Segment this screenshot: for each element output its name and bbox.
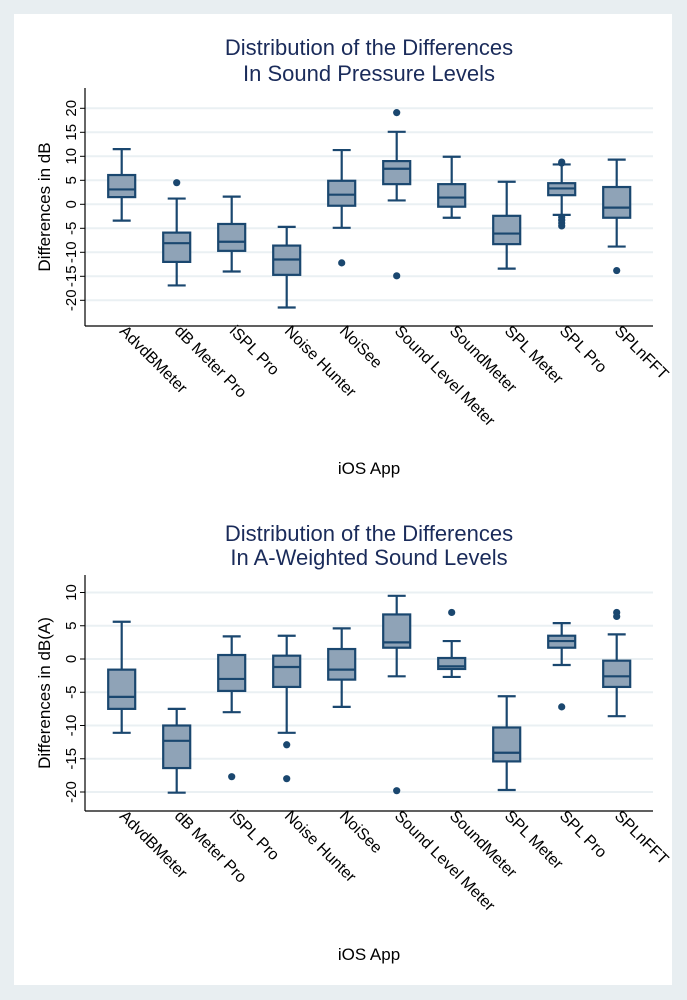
outlier-point bbox=[613, 612, 621, 621]
iqr-box bbox=[437, 656, 467, 671]
x-category-label: SPL Pro bbox=[556, 323, 610, 377]
outlier-point bbox=[173, 179, 181, 187]
y-tick-label: 15 bbox=[63, 124, 80, 141]
iqr-box bbox=[602, 185, 632, 219]
y-axis-title: Differences in dB(A) bbox=[35, 617, 54, 769]
iqr-box bbox=[162, 231, 192, 263]
x-category-label: Sound Level Meter bbox=[391, 323, 498, 430]
box-db-meter-pro bbox=[162, 707, 192, 794]
outlier-point bbox=[558, 159, 566, 167]
iqr-box bbox=[492, 214, 522, 246]
y-tick-label: 0 bbox=[63, 655, 80, 663]
x-category-label: NoiSee bbox=[336, 323, 385, 372]
iqr-box bbox=[162, 724, 192, 770]
x-category-label: NoiSee bbox=[336, 808, 385, 857]
iqr-box bbox=[217, 653, 247, 693]
y-tick-label: 10 bbox=[63, 584, 80, 601]
outlier-point bbox=[338, 259, 346, 267]
x-axis-title: iOS App bbox=[338, 945, 400, 964]
box-ispl-pro bbox=[217, 195, 247, 273]
outlier-point bbox=[228, 773, 236, 781]
iqr-box bbox=[437, 183, 467, 208]
chart-title-line: In A-Weighted Sound Levels bbox=[230, 545, 507, 570]
outlier-point bbox=[613, 266, 621, 275]
outlier-point bbox=[558, 703, 566, 711]
outlier-point bbox=[393, 787, 401, 795]
box-sound-level-meter bbox=[382, 594, 412, 795]
y-tick-label: 10 bbox=[63, 148, 80, 165]
y-tick-label: 5 bbox=[63, 176, 80, 184]
y-tick-label: -5 bbox=[63, 686, 80, 699]
iqr-box bbox=[217, 222, 247, 252]
box-spl-meter bbox=[492, 695, 522, 792]
x-category-label: SPLnFFT bbox=[611, 808, 672, 869]
box-splnfft bbox=[602, 608, 632, 718]
iqr-box bbox=[492, 726, 522, 763]
box-advdbmeter bbox=[107, 148, 137, 222]
box-db-meter-pro bbox=[162, 179, 192, 287]
outlier-point bbox=[393, 272, 401, 280]
outlier-point bbox=[558, 222, 566, 230]
iqr-box bbox=[107, 173, 137, 199]
y-tick-label: -10 bbox=[63, 241, 80, 263]
x-category-label: iSPL Pro bbox=[226, 323, 282, 379]
y-tick-label: -5 bbox=[63, 222, 80, 235]
iqr-box bbox=[272, 654, 302, 689]
x-axis-title: iOS App bbox=[338, 459, 400, 478]
y-tick-label: -20 bbox=[63, 289, 80, 311]
box-spl-meter bbox=[492, 180, 522, 270]
box-splnfft bbox=[602, 158, 632, 275]
iqr-box bbox=[327, 647, 357, 681]
y-tick-label: -15 bbox=[63, 265, 80, 287]
y-tick-label: 5 bbox=[63, 622, 80, 630]
chart-title-line: Distribution of the Differences bbox=[225, 521, 513, 546]
chart-title-line: In Sound Pressure Levels bbox=[243, 61, 495, 86]
y-tick-label: 20 bbox=[63, 100, 80, 117]
box-noisee bbox=[327, 627, 357, 708]
box-ispl-pro bbox=[217, 635, 247, 781]
box-noise-hunter bbox=[272, 634, 302, 783]
y-tick-label: 0 bbox=[63, 200, 80, 208]
outlier-point bbox=[393, 109, 401, 117]
outlier-point bbox=[283, 741, 291, 749]
box-noisee bbox=[327, 148, 357, 267]
x-category-label: Sound Level Meter bbox=[391, 808, 498, 915]
box-noise-hunter bbox=[272, 225, 302, 309]
x-category-label: iSPL Pro bbox=[226, 808, 282, 864]
box-advdbmeter bbox=[107, 620, 137, 734]
outlier-point bbox=[283, 775, 291, 783]
iqr-box bbox=[382, 160, 412, 186]
iqr-box bbox=[327, 179, 357, 207]
iqr-box bbox=[602, 659, 632, 689]
x-category-label: SPLnFFT bbox=[611, 323, 672, 384]
iqr-box bbox=[107, 668, 137, 710]
box-soundmeter bbox=[437, 155, 467, 219]
x-category-label: SPL Pro bbox=[556, 808, 610, 862]
box-sound-level-meter bbox=[382, 109, 412, 280]
box-spl-pro bbox=[547, 158, 577, 230]
y-tick-label: -15 bbox=[63, 748, 80, 770]
chart-title-line: Distribution of the Differences bbox=[225, 35, 513, 60]
y-tick-label: -10 bbox=[63, 715, 80, 737]
outlier-point bbox=[448, 608, 456, 617]
box-spl-pro bbox=[547, 621, 577, 711]
box-soundmeter bbox=[437, 608, 467, 679]
y-tick-label: -20 bbox=[63, 781, 80, 803]
y-axis-title: Differences in dB bbox=[35, 142, 54, 271]
